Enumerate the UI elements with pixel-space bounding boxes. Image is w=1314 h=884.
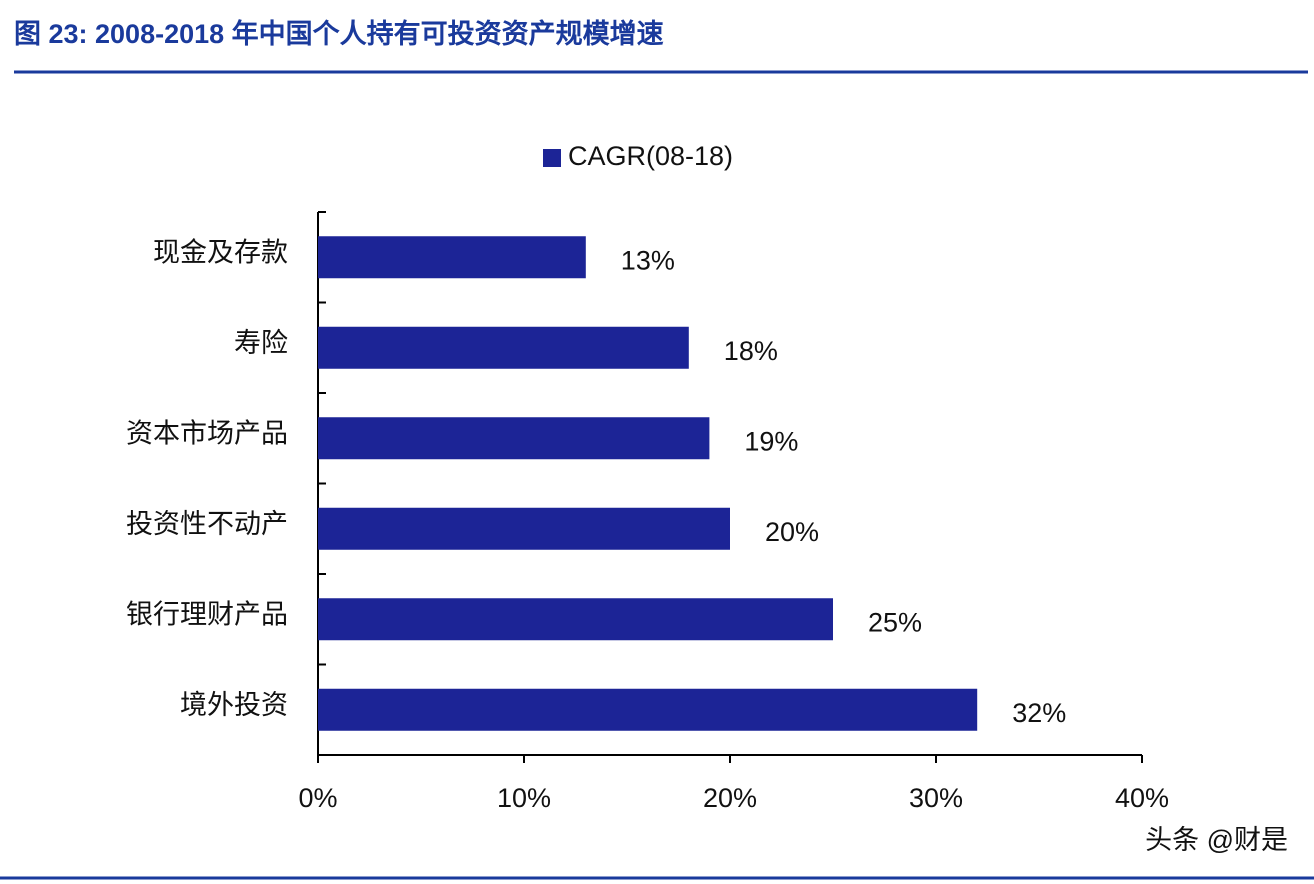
value-label: 19% — [744, 426, 798, 456]
y-tick-label: 资本市场产品 — [126, 418, 288, 448]
x-tick-label: 40% — [1115, 783, 1169, 813]
bar — [318, 326, 689, 369]
x-tick-label: 10% — [497, 783, 551, 813]
y-tick-label: 银行理财产品 — [126, 599, 288, 629]
x-tick-label: 30% — [909, 783, 963, 813]
legend-swatch — [543, 149, 561, 167]
y-tick-label: 寿险 — [234, 328, 288, 358]
bar — [318, 507, 730, 550]
bar — [318, 236, 586, 279]
value-label: 20% — [765, 517, 819, 547]
chart-title: 图 23: 2008-2018 年中国个人持有可投资资产规模增速 — [14, 18, 664, 49]
bar — [318, 598, 833, 641]
value-label: 25% — [868, 607, 922, 637]
watermark: 头条 @财是 — [1145, 825, 1288, 855]
x-tick-label: 0% — [298, 783, 337, 813]
value-label: 18% — [724, 336, 778, 366]
bar — [318, 688, 978, 731]
x-tick-label: 20% — [703, 783, 757, 813]
value-label: 32% — [1012, 698, 1066, 728]
y-tick-label: 现金及存款 — [153, 237, 288, 267]
value-label: 13% — [621, 245, 675, 275]
y-tick-label: 投资性不动产 — [126, 509, 288, 539]
y-tick-label: 境外投资 — [180, 690, 288, 720]
legend-label: CAGR(08-18) — [568, 141, 733, 171]
bar — [318, 417, 710, 460]
